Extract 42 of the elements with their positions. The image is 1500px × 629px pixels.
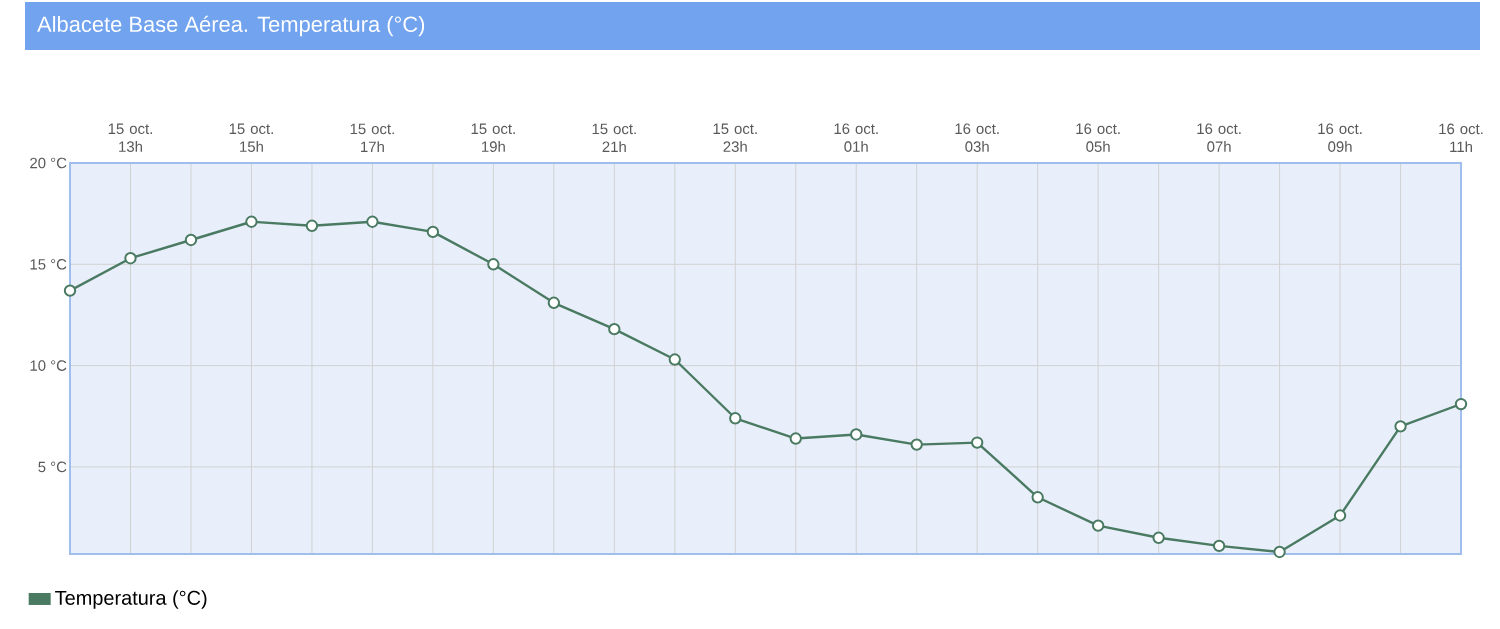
point [245, 215, 258, 228]
point [305, 219, 319, 232]
point [1273, 545, 1286, 559]
point [1152, 531, 1165, 544]
point [124, 252, 137, 265]
point [850, 428, 863, 441]
legend-label: Temperatura (°C) [55, 590, 207, 609]
x-tick-label: 16 oct. 09h [1318, 123, 1362, 152]
point [1031, 491, 1044, 504]
point [487, 258, 500, 271]
point [789, 432, 802, 445]
x-tick-label: 15 oct. 13h [108, 123, 152, 152]
point [1091, 519, 1105, 532]
point [1333, 509, 1347, 522]
x-tick-label: 15 oct. 15h [229, 123, 273, 152]
x-tick-label: 16 oct. 03h [955, 123, 999, 152]
x-tick-label: 16 oct. 07h [1197, 123, 1241, 152]
y-tick-label: 20 °C [30, 157, 67, 169]
point [1454, 397, 1468, 411]
point [63, 284, 77, 297]
point [971, 436, 984, 449]
point [184, 233, 198, 247]
y-tick-label: 15 °C [30, 259, 67, 270]
point [608, 322, 621, 336]
x-tick-label: 15 oct. 19h [471, 123, 515, 152]
x-tick-label: 15 oct. 23h [713, 123, 757, 152]
y-tick-label: 10 °C [30, 360, 67, 371]
point [547, 296, 561, 309]
x-tick-label: 15 oct. 17h [350, 123, 394, 152]
point [729, 412, 742, 425]
x-tick-label: 15 oct. 21h [592, 123, 636, 152]
x-tick-label: 16 oct. 11h [1439, 123, 1483, 152]
point [668, 353, 681, 366]
point [1212, 539, 1226, 553]
chart-title: Albacete Base Aérea. Temperatura (°C) [37, 15, 425, 37]
point [366, 215, 379, 228]
point [1394, 420, 1407, 433]
y-tick-label: 5 °C [38, 461, 67, 473]
x-tick-label: 16 oct. 01h [834, 123, 878, 152]
x-tick-label: 16 oct. 05h [1076, 123, 1120, 152]
point [426, 225, 440, 239]
point [910, 438, 923, 451]
